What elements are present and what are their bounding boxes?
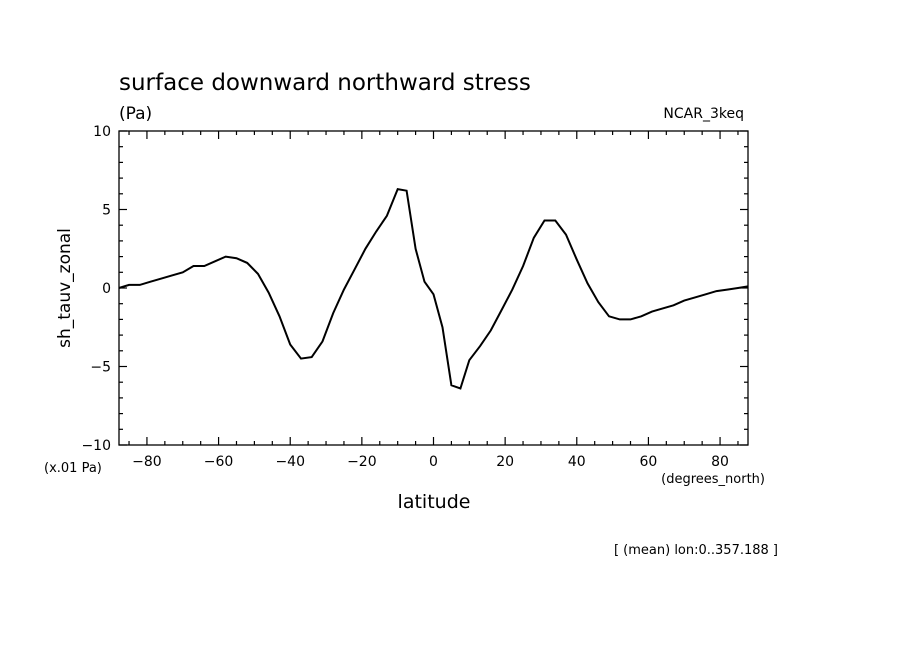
y-tick-label: −5 <box>90 360 111 376</box>
x-tick-label: 60 <box>640 454 658 470</box>
footnote: [ (mean) lon:0..357.188 ] <box>614 543 778 558</box>
x-tick-label: −40 <box>275 454 305 470</box>
x-tick-label: 0 <box>429 454 438 470</box>
x-tick-label: 80 <box>711 454 729 470</box>
y-tick-labels: −10 −5 0 5 10 <box>81 124 111 454</box>
chart-title: surface downward northward stress <box>119 70 531 96</box>
y-tick-label: 0 <box>102 281 111 297</box>
y-tick-label: 10 <box>93 124 111 140</box>
axis-ticks <box>119 130 748 446</box>
plot-area <box>118 130 749 446</box>
y-axis-label: sh_tauv_zonal <box>55 228 75 348</box>
x-tick-label: 40 <box>568 454 586 470</box>
chart-units: (Pa) <box>119 104 152 124</box>
series-line <box>118 187 749 390</box>
x-tick-label: −20 <box>347 454 377 470</box>
x-tick-label: 20 <box>496 454 514 470</box>
x-axis-label: latitude <box>398 491 471 513</box>
x-units-label: (degrees_north) <box>661 472 765 487</box>
model-label: NCAR_3keq <box>663 106 744 122</box>
x-tick-labels: −80 −60 −40 −20 0 20 40 60 80 <box>132 454 729 470</box>
y-tick-label: −10 <box>81 438 111 454</box>
x-tick-label: −80 <box>132 454 162 470</box>
plot-frame <box>118 130 749 446</box>
y-scale-note: (x.01 Pa) <box>44 461 102 476</box>
y-tick-label: 5 <box>102 203 111 219</box>
x-tick-label: −60 <box>204 454 234 470</box>
